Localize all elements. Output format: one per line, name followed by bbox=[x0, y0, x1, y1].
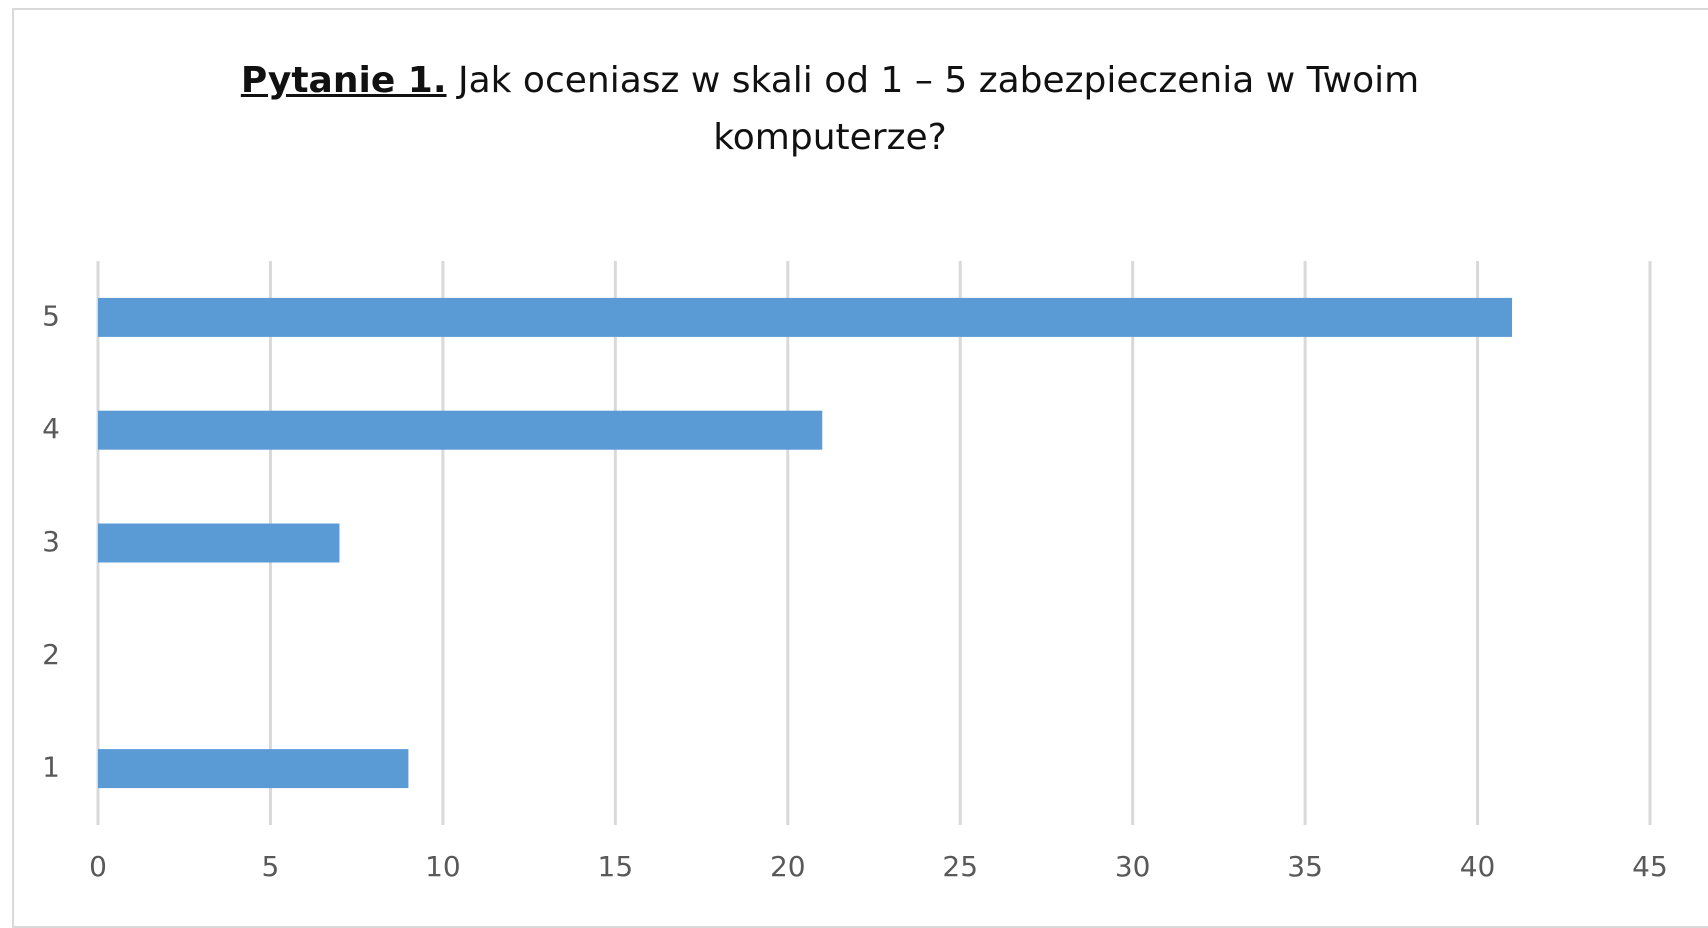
x-tick-label: 35 bbox=[1287, 850, 1323, 883]
y-tick-label: 4 bbox=[42, 412, 60, 445]
bar bbox=[98, 410, 823, 450]
x-tick-label: 30 bbox=[1115, 850, 1151, 883]
bar bbox=[98, 523, 340, 563]
y-tick-label: 5 bbox=[42, 299, 60, 332]
x-tick-label: 40 bbox=[1460, 850, 1496, 883]
x-tick-label: 15 bbox=[598, 850, 634, 883]
x-tick-label: 45 bbox=[1632, 850, 1668, 883]
title-lead: Pytanie 1. bbox=[240, 60, 447, 101]
x-tick-label: 20 bbox=[770, 850, 806, 883]
chart-title: Pytanie 1. Jak oceniasz w skali od 1 – 5… bbox=[200, 52, 1460, 166]
y-tick-label: 1 bbox=[42, 751, 60, 784]
bar bbox=[98, 297, 1513, 337]
x-tick-label: 25 bbox=[942, 850, 978, 883]
y-tick-label: 3 bbox=[42, 525, 60, 558]
x-tick-label: 10 bbox=[425, 850, 461, 883]
title-text: Jak oceniasz w skali od 1 – 5 zabezpiecz… bbox=[457, 60, 1420, 158]
x-tick-label: 5 bbox=[262, 850, 280, 883]
bar bbox=[98, 749, 409, 789]
y-tick-label: 2 bbox=[42, 638, 60, 671]
x-tick-label: 0 bbox=[89, 850, 107, 883]
